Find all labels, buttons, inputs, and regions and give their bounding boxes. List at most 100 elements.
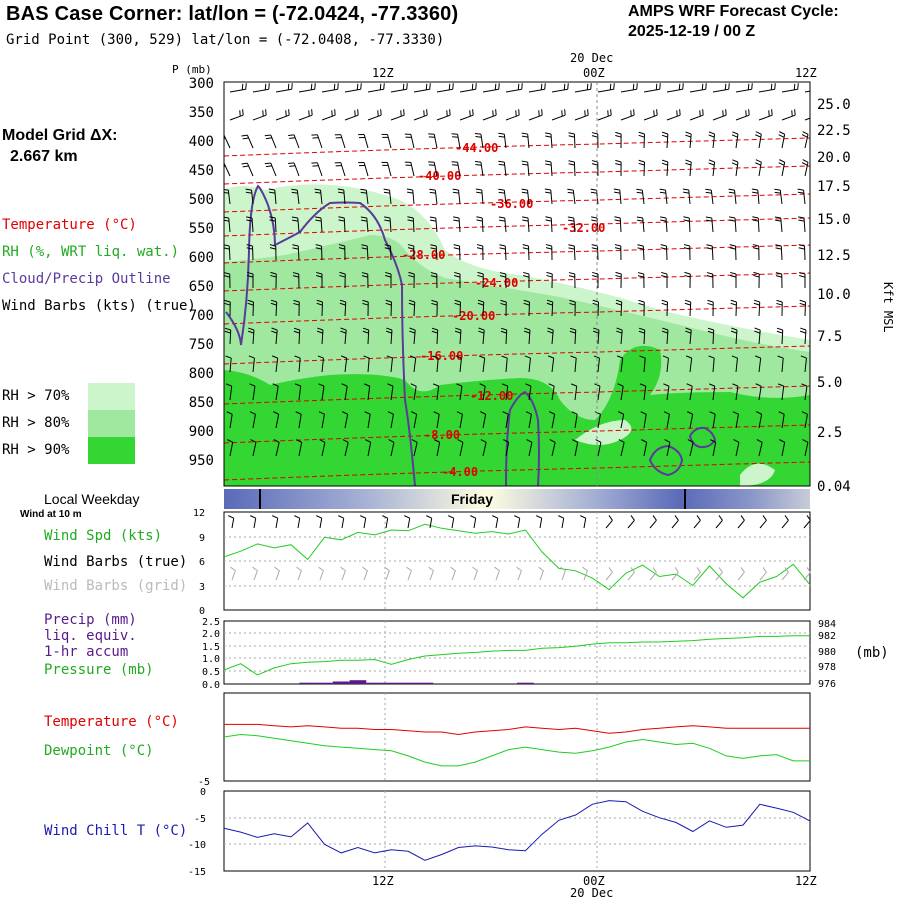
rh70-label: RH > 70% bbox=[2, 388, 70, 404]
wind-barb bbox=[735, 109, 750, 121]
wind-barb bbox=[247, 271, 254, 288]
wind-barb-grid bbox=[318, 566, 324, 581]
wind-barb-true bbox=[759, 515, 767, 529]
wind-barb bbox=[390, 109, 405, 121]
wind-barb bbox=[477, 299, 485, 317]
wind-barb-true bbox=[803, 515, 811, 529]
wind-barb bbox=[638, 131, 645, 149]
wind-barb bbox=[293, 299, 300, 317]
wind-barb bbox=[477, 271, 484, 289]
wind-barb-true bbox=[605, 515, 613, 529]
weekday-label: Local Weekday bbox=[44, 491, 140, 507]
wind-barb bbox=[272, 383, 279, 401]
wind-barb bbox=[339, 299, 347, 317]
wind-barb bbox=[638, 159, 645, 177]
wind-barb bbox=[273, 439, 280, 457]
wind-barb-true bbox=[514, 515, 521, 529]
wind-barb bbox=[618, 411, 625, 429]
wind-barb bbox=[338, 216, 346, 233]
wind-barb bbox=[683, 216, 691, 233]
wind-barb bbox=[751, 188, 760, 205]
precip-tick: 0.0 bbox=[202, 680, 220, 691]
wind-barb-true bbox=[492, 515, 499, 529]
wind-barb bbox=[385, 299, 392, 317]
wind-barb bbox=[551, 109, 566, 121]
wind-barb bbox=[252, 109, 267, 121]
temperature-contour-label: -36.00 bbox=[490, 197, 533, 211]
chill-gridlines bbox=[224, 791, 810, 871]
wind-barb bbox=[318, 411, 325, 429]
wind-barb bbox=[661, 327, 669, 345]
wind-barb bbox=[706, 244, 714, 261]
wind-barb bbox=[775, 272, 783, 289]
wind-barb bbox=[480, 411, 487, 429]
wind-barb bbox=[360, 216, 369, 233]
wind-barb bbox=[640, 411, 647, 429]
forecast-cycle-label: AMPS WRF Forecast Cycle: bbox=[628, 3, 839, 20]
temperature-series bbox=[224, 723, 810, 736]
wind-barb-true bbox=[360, 515, 367, 529]
p-tick: 750 bbox=[189, 337, 214, 353]
wind-barb bbox=[367, 109, 382, 121]
wind-height-label: Wind at 10 m bbox=[20, 509, 82, 520]
p-tick: 650 bbox=[189, 279, 214, 295]
temperature-contour-label: -16.00 bbox=[420, 349, 463, 363]
wind-barb bbox=[549, 439, 556, 457]
wind-barb bbox=[291, 188, 300, 205]
pressure-tick: 978 bbox=[818, 662, 836, 673]
wind-barb bbox=[616, 327, 623, 345]
wind-barb bbox=[246, 216, 254, 233]
wind-barb bbox=[661, 271, 668, 288]
top-tick-12z-b: 12Z bbox=[795, 66, 817, 80]
wind-barb bbox=[705, 188, 714, 205]
chill-ticks: 0 -5 -10 -15 bbox=[188, 787, 206, 878]
wind-barb bbox=[429, 216, 438, 233]
wind-barb bbox=[666, 109, 681, 121]
precip-bar bbox=[416, 682, 434, 684]
wind-gridlines bbox=[224, 512, 810, 610]
precip-accum-label: 1-hr accum bbox=[44, 644, 129, 660]
wind-chill-label: Wind Chill T (°C) bbox=[44, 823, 188, 839]
wind-barb bbox=[480, 439, 487, 457]
wind-barb bbox=[799, 327, 807, 345]
wind-barb bbox=[227, 439, 234, 457]
wind-barb bbox=[567, 216, 576, 233]
wind-barb bbox=[271, 327, 278, 345]
wind-barb bbox=[752, 216, 760, 233]
kft-tick: 10.0 bbox=[817, 287, 851, 303]
dewpoint-series bbox=[223, 733, 810, 767]
p-tick: 600 bbox=[189, 250, 214, 266]
wind-speed-label: Wind Spd (kts) bbox=[44, 528, 163, 544]
wind-barb bbox=[682, 188, 691, 205]
wind-barb bbox=[451, 161, 461, 177]
rh90-label: RH > 90% bbox=[2, 442, 70, 458]
wind-barb-grid bbox=[693, 567, 701, 581]
model-grid-label: Model Grid ΔX: bbox=[2, 127, 118, 144]
wind-barb bbox=[334, 134, 346, 149]
wind-barb bbox=[431, 299, 438, 317]
wind-barb bbox=[456, 411, 463, 429]
wind-barb bbox=[593, 355, 600, 373]
wind-barb bbox=[730, 327, 738, 345]
wind-barbs-grid-label: Wind Barbs (grid) bbox=[44, 578, 188, 594]
precip-bar bbox=[399, 682, 417, 684]
precip-bar bbox=[366, 682, 383, 684]
wind-barb bbox=[753, 299, 761, 317]
chill-tick: -15 bbox=[188, 867, 206, 878]
wind-barb bbox=[459, 83, 477, 93]
wind-chill-series bbox=[223, 800, 811, 861]
wind-barb bbox=[428, 133, 438, 149]
wind-barb bbox=[453, 244, 461, 261]
wind-barb bbox=[706, 272, 714, 289]
wind-barb bbox=[798, 216, 806, 233]
wind-speed-series bbox=[223, 523, 811, 599]
wind-barb bbox=[570, 383, 578, 401]
p-tick: 450 bbox=[189, 163, 214, 179]
wind-barb bbox=[298, 109, 313, 121]
wind-barb bbox=[407, 244, 415, 261]
chill-tick: 0 bbox=[200, 787, 206, 798]
wind-barb bbox=[383, 188, 392, 205]
wind-barb bbox=[360, 188, 369, 205]
wind-barb bbox=[358, 162, 369, 177]
